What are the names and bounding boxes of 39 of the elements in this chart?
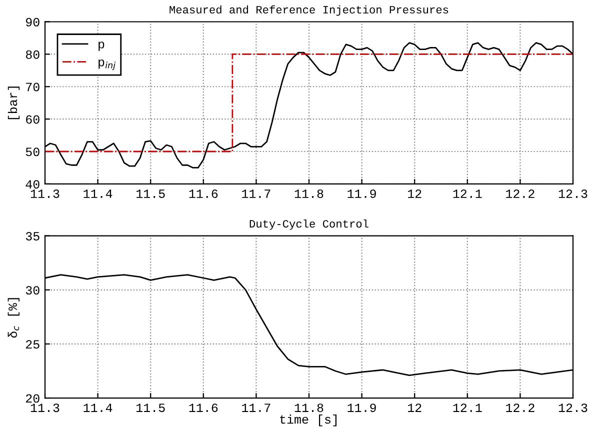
x-tick-label: 11.8	[294, 404, 324, 412]
x-tick-label: 12	[408, 189, 422, 198]
y-tick-label: 40	[26, 180, 40, 189]
x-tick-label: 11.6	[189, 189, 218, 198]
x-tick-label: 11.8	[294, 189, 324, 198]
y-tick-label: 60	[26, 115, 40, 124]
y-axis-title: δ$_{c}$ [%]	[8, 298, 20, 338]
y-tick-label: 80	[26, 50, 40, 59]
chart-title: Duty-Cycle Control	[250, 219, 368, 230]
x-tick-label: 11.9	[348, 404, 376, 412]
x-tick-label: 11.3	[30, 189, 60, 198]
y-tick-label: 25	[26, 340, 40, 349]
x-tick-label: 11.3	[30, 404, 60, 412]
chart-title: Measured and Reference Injection Pressures	[170, 5, 448, 16]
x-tick-label: 12	[408, 404, 422, 412]
x-tick-label: 11.7	[242, 404, 270, 412]
x-tick-label: 11.6	[189, 404, 218, 412]
x-tick-label: 12.3	[558, 189, 588, 198]
x-axis-title: time [s]	[280, 414, 336, 426]
legend-label: p	[98, 42, 104, 51]
x-tick-label: 11.4	[84, 404, 112, 412]
x-tick-label: 11.9	[348, 189, 376, 198]
y-tick-label: 20	[26, 394, 40, 403]
x-tick-label: 11.4	[84, 190, 112, 198]
x-tick-label: 12.1	[453, 189, 482, 198]
y-tick-label: 50	[26, 148, 40, 156]
x-tick-label: 12.1	[453, 404, 482, 412]
y-tick-label: 30	[26, 286, 40, 295]
y-tick-label: 70	[26, 82, 40, 92]
x-tick-label: 12.2	[506, 404, 534, 412]
x-tick-label: 11.7	[242, 190, 270, 198]
x-tick-label: 12.2	[506, 189, 534, 198]
y-axis-title: [bar]	[8, 86, 20, 120]
y-tick-label: 35	[26, 232, 40, 240]
x-tick-label: 12.3	[558, 404, 588, 412]
x-tick-label: 11.5	[136, 404, 165, 412]
x-tick-label: 11.5	[136, 190, 165, 198]
y-tick-label: 90	[26, 18, 40, 26]
legend-label: p$_{inj}$	[98, 59, 116, 70]
